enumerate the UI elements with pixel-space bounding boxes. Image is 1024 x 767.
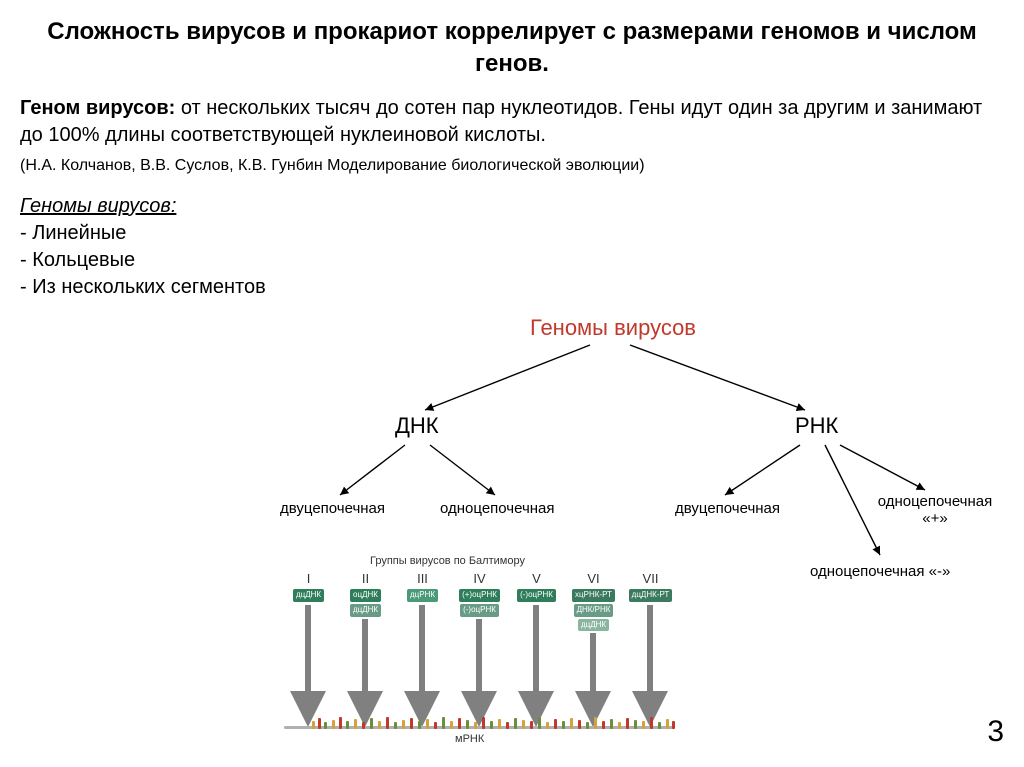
baltimore-roman-row: IIIIIIIVVVIVII xyxy=(280,571,680,586)
node-rna-ds: двуцепочечная xyxy=(675,500,780,517)
roman-numeral: II xyxy=(337,571,394,586)
bullet-item: - Линейные xyxy=(20,220,1004,247)
baltimore-box: ДНК/РНК xyxy=(574,604,614,617)
bullet-item: - Из нескольких сегментов xyxy=(20,274,1004,301)
node-rna-ss-plus: одноцепочечная «+» xyxy=(875,493,995,527)
roman-numeral: VII xyxy=(622,571,679,586)
mrna-label: мРНК xyxy=(455,733,484,745)
genome-tree-diagram: Геномы вирусов ДНК РНК двуцепочечная одн… xyxy=(320,315,980,735)
roman-numeral: IV xyxy=(451,571,508,586)
node-dna-ss: одноцепочечная xyxy=(440,500,555,517)
citation: (Н.А. Колчанов, В.В. Суслов, К.В. Гунбин… xyxy=(0,153,1024,187)
baltimore-box: дцДНК-РТ xyxy=(629,589,673,602)
baltimore-column: хцРНК-РТ ДНК/РНК дцДНК xyxy=(565,589,622,631)
baltimore-box: оцДНК xyxy=(350,589,381,602)
baltimore-box: (+)оцРНК xyxy=(459,589,500,602)
baltimore-box: дцРНК xyxy=(407,589,438,602)
baltimore-box: дцДНК xyxy=(350,604,381,617)
baltimore-column: (-)оцРНК xyxy=(508,589,565,602)
node-dna: ДНК xyxy=(395,413,439,439)
baltimore-diagram: Группы вирусов по Балтимору IIIIIIIVVVIV… xyxy=(260,555,700,755)
baltimore-column: дцДНК-РТ xyxy=(622,589,679,602)
para-lead: Геном вирусов: xyxy=(20,97,175,119)
baltimore-column: дцДНК xyxy=(280,589,337,602)
baltimore-box: (-)оцРНК xyxy=(460,604,499,617)
subheading: Геномы вирусов: xyxy=(0,187,1024,220)
baltimore-column: дцРНК xyxy=(394,589,451,602)
node-dna-ds: двуцепочечная xyxy=(280,500,385,517)
baltimore-box: дцДНК xyxy=(293,589,324,602)
bullet-list: - Линейные- Кольцевые- Из нескольких сег… xyxy=(0,220,1024,301)
page-number: 3 xyxy=(987,715,1004,749)
baltimore-box: (-)оцРНК xyxy=(517,589,556,602)
page-title: Сложность вирусов и прокариот коррелируе… xyxy=(0,0,1024,89)
roman-numeral: V xyxy=(508,571,565,586)
bullet-item: - Кольцевые xyxy=(20,247,1004,274)
roman-numeral: I xyxy=(280,571,337,586)
diagram-root: Геномы вирусов xyxy=(530,315,696,341)
paragraph-genome: Геном вирусов: от нескольких тысяч до со… xyxy=(0,89,1024,153)
roman-numeral: III xyxy=(394,571,451,586)
node-rna: РНК xyxy=(795,413,838,439)
baltimore-title: Группы вирусов по Балтимору xyxy=(370,555,525,567)
mrna-strand xyxy=(284,715,674,729)
baltimore-column: оцДНК дцДНК xyxy=(337,589,394,617)
baltimore-column: (+)оцРНК (-)оцРНК xyxy=(451,589,508,617)
baltimore-box: дцДНК xyxy=(578,619,609,632)
roman-numeral: VI xyxy=(565,571,622,586)
node-rna-ss-minus: одноцепочечная «-» xyxy=(810,563,950,580)
baltimore-box: хцРНК-РТ xyxy=(572,589,615,602)
